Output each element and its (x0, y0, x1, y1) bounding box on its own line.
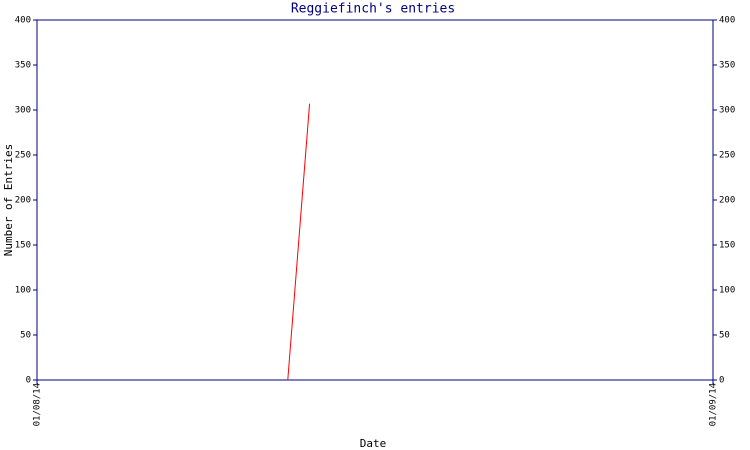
x-tick-label: 01/08/14 (33, 383, 43, 426)
y2-tick-label: 0 (719, 376, 724, 386)
y2-tick-label: 250 (719, 151, 735, 161)
x-axis-title: Date (360, 437, 387, 450)
y-tick-label: 200 (15, 196, 31, 206)
y2-tick-label: 150 (719, 241, 735, 251)
y-tick-label: 0 (26, 376, 31, 386)
y2-tick-label: 400 (719, 16, 735, 26)
y2-tick-label: 50 (719, 331, 730, 341)
y2-tick-label: 100 (719, 286, 735, 296)
y-tick-label: 150 (15, 241, 31, 251)
y2-tick-label: 200 (719, 196, 735, 206)
y2-tick-label: 350 (719, 61, 735, 71)
x-tick-label: 01/09/14 (709, 383, 719, 426)
y-tick-label: 50 (20, 331, 31, 341)
chart-title: Reggiefinch's entries (291, 2, 455, 17)
y-tick-label: 100 (15, 286, 31, 296)
y-tick-label: 350 (15, 61, 31, 71)
y-tick-label: 250 (15, 151, 31, 161)
plot-frame (36, 19, 714, 381)
y-axis-title: Number of Entries (2, 144, 15, 257)
y-tick-label: 400 (15, 16, 31, 26)
y-tick-label: 300 (15, 106, 31, 116)
y2-tick-label: 300 (719, 106, 735, 116)
line (287, 103, 311, 381)
